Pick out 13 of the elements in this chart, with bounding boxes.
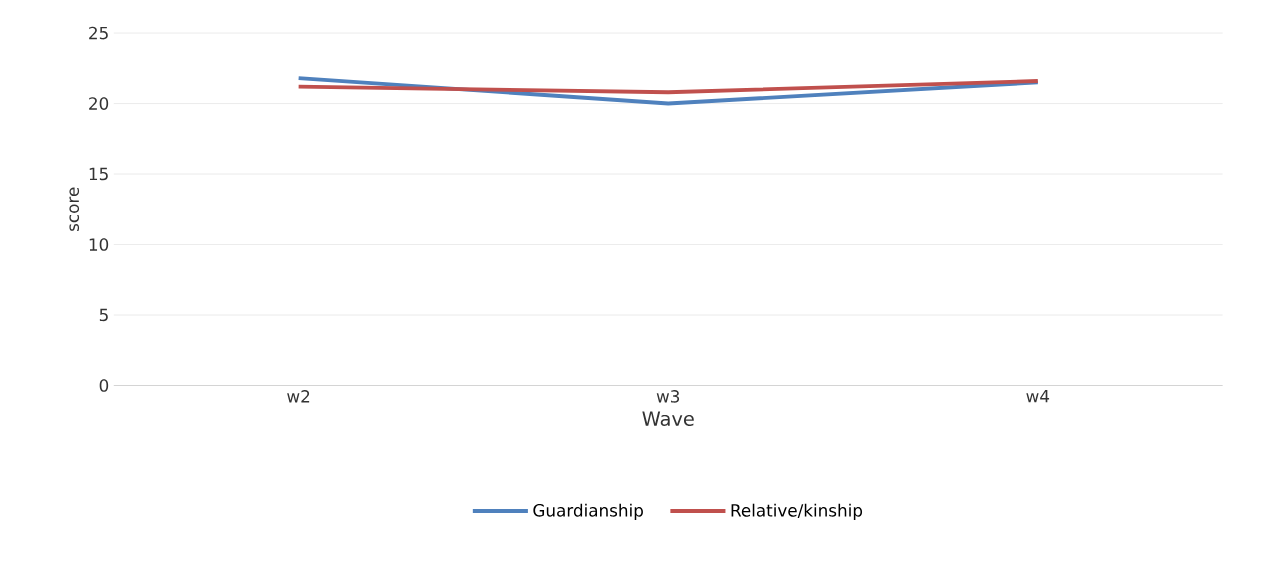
y-tick-label: 15 <box>89 167 108 181</box>
x-tick-label: w3 <box>656 389 680 403</box>
y-tick-label: 5 <box>99 308 108 322</box>
y-tick-label: 20 <box>89 97 109 110</box>
legend-label: Guardianship <box>533 503 643 520</box>
y-tick-label: 25 <box>89 26 108 40</box>
y-tick-label: 0 <box>99 378 109 392</box>
x-tick-label: w4 <box>1026 389 1050 403</box>
legend-label: Relative/kinship <box>731 503 863 520</box>
y-axis-title: score <box>69 187 80 231</box>
x-tick-label: w2 <box>287 389 310 403</box>
y-tick-label: 10 <box>89 237 109 251</box>
x-axis-title: Wave <box>642 411 694 426</box>
